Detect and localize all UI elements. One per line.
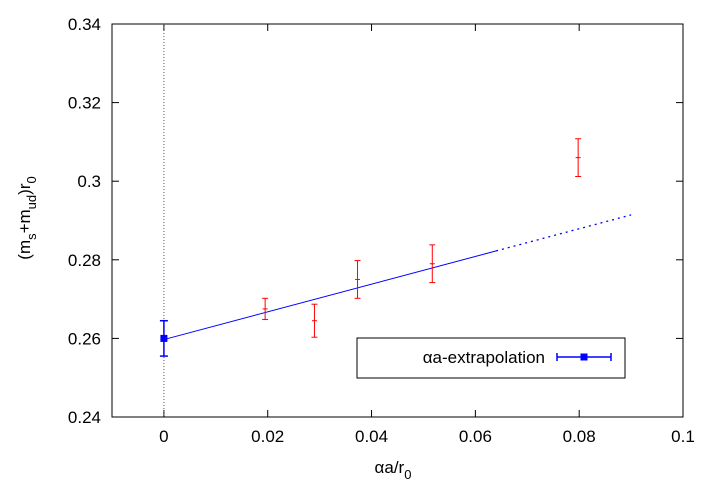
data-point bbox=[354, 260, 361, 299]
y-tick-label: 0.34 bbox=[68, 15, 101, 34]
legend-marker bbox=[580, 353, 588, 361]
y-tick-label: 0.24 bbox=[68, 408, 101, 427]
x-tick-label: 0.06 bbox=[459, 427, 492, 446]
y-axis-label: (ms+mud)r0 bbox=[15, 176, 39, 259]
data-point bbox=[311, 303, 318, 338]
axes bbox=[111, 23, 684, 418]
x-tick-label: 0.02 bbox=[251, 427, 284, 446]
extrapolated-point bbox=[159, 319, 168, 357]
legend-sample bbox=[556, 353, 612, 361]
data-point bbox=[575, 138, 582, 177]
y-tick-label: 0.26 bbox=[68, 329, 101, 348]
x-axis-label: αa/r0 bbox=[375, 458, 412, 482]
y-tick-label: 0.28 bbox=[68, 251, 101, 270]
x-tick-label: 0.08 bbox=[563, 427, 596, 446]
x-tick-label: 0.1 bbox=[671, 427, 695, 446]
data-points bbox=[262, 138, 582, 338]
data-point bbox=[429, 244, 436, 284]
legend-label: αa-extrapolation bbox=[423, 348, 545, 367]
ticks: 0 0.02 0.04 0.06 0.08 0.1 0.24 0.26 0.28 0.3 0.32 0… bbox=[68, 15, 695, 446]
x-tick-label: 0 bbox=[159, 427, 168, 446]
extrap-marker bbox=[160, 334, 168, 342]
y-tick-label: 0.32 bbox=[68, 94, 101, 113]
y-tick-label: 0.3 bbox=[77, 172, 101, 191]
data-point bbox=[262, 297, 269, 321]
fit-line-solid bbox=[163, 250, 497, 341]
legend: αa-extrapolation bbox=[356, 337, 626, 379]
legend-box bbox=[356, 337, 626, 379]
fit-line-dotted bbox=[495, 214, 632, 252]
plot-frame bbox=[111, 23, 684, 418]
x-tick-label: 0.04 bbox=[355, 427, 388, 446]
fit-line bbox=[163, 214, 632, 341]
